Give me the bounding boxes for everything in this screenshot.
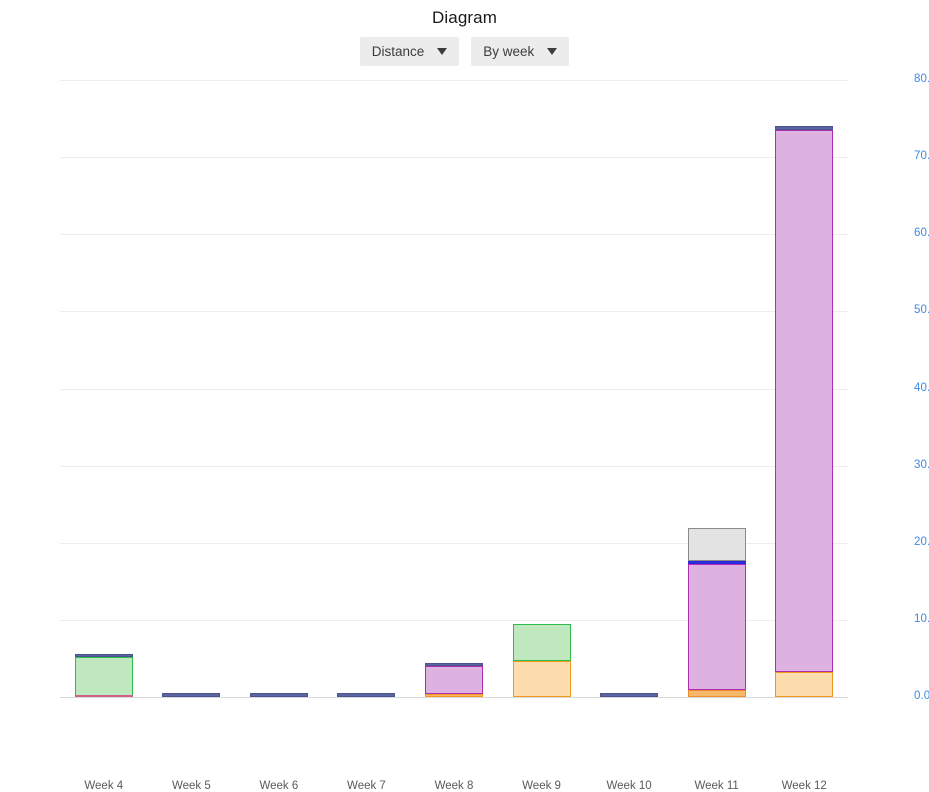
gridline <box>60 80 848 81</box>
bar-segment-orange <box>775 672 834 697</box>
x-axis-tick-label: Week 8 <box>434 780 474 792</box>
chart-controls: Distance By week <box>0 37 929 66</box>
bar-segment-navy <box>74 654 133 657</box>
page-title: Diagram <box>432 8 497 27</box>
bar-segment-violet <box>775 130 834 673</box>
bar-segment-navy <box>600 693 659 697</box>
x-axis-tick-label: Week 4 <box>84 780 124 792</box>
y-axis-tick-label: 50.0 km <box>914 304 929 317</box>
bar-week-7[interactable] <box>337 80 396 697</box>
bar-segment-navy <box>337 693 396 697</box>
bar-week-9[interactable] <box>512 80 571 697</box>
y-axis-tick-label: 70.0 km <box>914 150 929 163</box>
x-axis-tick-label: Week 6 <box>259 780 299 792</box>
gridline <box>60 311 848 313</box>
bar-segment-orange <box>512 660 571 697</box>
x-axis-tick-label: Week 11 <box>694 780 739 792</box>
bar-week-5[interactable] <box>162 80 221 697</box>
bar-segment-navy <box>775 126 834 131</box>
bar-segment-blue-divider <box>687 561 746 565</box>
y-axis-tick-label: 40.0 km <box>914 381 929 394</box>
bar-week-11[interactable] <box>687 80 746 697</box>
y-axis-tick-label: 80.0 km <box>914 73 929 85</box>
bar-segment-violet <box>687 564 746 691</box>
bar-segment-green <box>74 656 133 697</box>
bar-segment-violet <box>425 665 483 695</box>
bar-segment-navy <box>425 663 483 666</box>
bar-week-10[interactable] <box>600 80 659 697</box>
bar-segment-navy <box>249 693 308 697</box>
bar-week-6[interactable] <box>249 80 308 697</box>
gridline <box>60 465 848 467</box>
x-axis-tick-label: Week 9 <box>522 780 561 792</box>
bar-segment-pink-base <box>74 694 133 697</box>
metric-dropdown[interactable]: Distance <box>359 37 460 66</box>
bar-segment-orange <box>687 690 746 697</box>
x-axis-tick-label: Week 12 <box>781 780 827 792</box>
y-axis-tick-label: 20.0 km <box>914 535 929 548</box>
bar-segment-green <box>512 623 571 661</box>
gridline <box>60 157 848 159</box>
x-axis-tick-label: Week 7 <box>347 780 386 792</box>
gridline <box>60 619 848 621</box>
bar-week-4[interactable] <box>74 80 133 697</box>
bar-segment-grey <box>687 528 746 562</box>
y-axis-tick-label: 0.0 km <box>914 690 929 702</box>
chart-page: Diagram Distance By week 0.0 km 10.0 km 20… <box>0 8 929 792</box>
y-axis-tick-label: 30.0 km <box>914 458 929 471</box>
gridline <box>60 542 848 544</box>
period-dropdown-label: By week <box>483 44 535 59</box>
plot-area: 0.0 km 10.0 km 20.0 km 30.0 km 40.0 km 50.0 k… <box>60 73 929 792</box>
bar-segment-orange <box>425 694 483 697</box>
bar-week-12[interactable] <box>775 80 834 697</box>
gridline <box>60 234 848 236</box>
gridline <box>60 697 848 698</box>
metric-dropdown-label: Distance <box>371 44 425 59</box>
x-axis-tick-label: Week 10 <box>606 780 652 792</box>
gridline <box>60 388 848 390</box>
period-dropdown[interactable]: By week <box>471 37 570 66</box>
bar-week-8[interactable] <box>425 80 483 697</box>
x-axis-tick-label: Week 5 <box>171 780 211 792</box>
y-axis-tick-label: 10.0 km <box>914 612 929 625</box>
chevron-down-icon <box>547 48 558 55</box>
y-axis-tick-label: 60.0 km <box>914 227 929 240</box>
bar-segment-navy <box>162 693 221 697</box>
chevron-down-icon <box>437 48 448 55</box>
